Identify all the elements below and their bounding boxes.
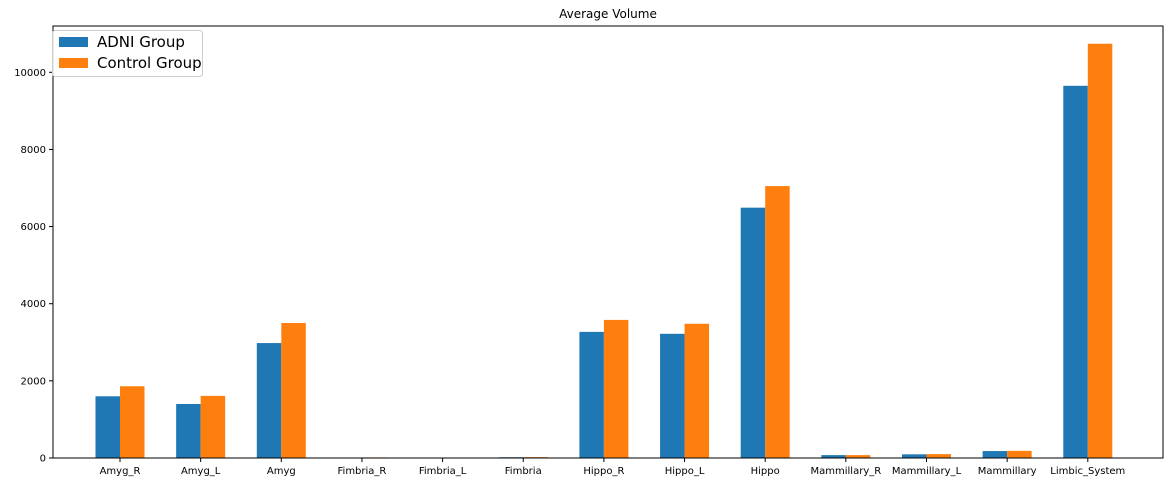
legend: ADNI Group Control Group <box>52 30 203 77</box>
x-tick-label: Mammillary <box>978 466 1037 477</box>
bar-adni-hippo-r <box>579 331 604 458</box>
bar-control-limbic-system <box>1087 43 1113 459</box>
y-tick-label: 0 <box>40 454 46 465</box>
bar-adni-amyg-l <box>176 404 201 458</box>
bar-adni-hippo <box>740 207 766 458</box>
bar-control-hippo <box>765 186 790 458</box>
legend-label-control: Control Group <box>97 54 202 72</box>
legend-swatch-adni <box>59 37 88 47</box>
x-tick-label: Fimbria_L <box>419 466 467 477</box>
bar-adni-mammillary <box>982 451 1008 458</box>
x-tick-label: Mammillary_R <box>811 466 882 477</box>
bar-adni-hippo-l <box>660 333 685 458</box>
bars-layer <box>95 43 1113 459</box>
chart-title: Average Volume <box>559 7 657 21</box>
bar-control-amyg-r <box>120 386 145 458</box>
legend-box <box>52 30 203 77</box>
bar-control-amyg <box>281 323 306 458</box>
y-tick-label: 8000 <box>21 145 46 156</box>
plot-frame <box>52 25 1164 459</box>
bar-adni-mammillary-l <box>902 454 927 458</box>
bar-control-mammillary <box>1007 450 1032 458</box>
x-tick-label: Hippo <box>751 466 780 477</box>
y-tick-label: 6000 <box>21 222 46 233</box>
bar-control-mammillary-l <box>926 454 951 458</box>
y-tick-label: 4000 <box>21 299 46 310</box>
x-tick-label: Fimbria <box>505 466 542 477</box>
bar-control-amyg-l <box>200 395 226 458</box>
bar-control-mammillary-r <box>845 455 871 458</box>
legend-swatch-control <box>59 58 88 68</box>
axes-layer: 0 2000 4000 6000 8000 10000 Amyg_R Amyg_L Amyg Fi… <box>14 25 1164 477</box>
x-tick-label: Hippo_R <box>583 466 624 477</box>
bar-adni-amyg-r <box>95 396 120 458</box>
x-tick-label: Hippo_L <box>665 466 705 477</box>
x-tick-label: Amyg <box>267 466 296 477</box>
x-tick-label: Amyg_R <box>100 466 141 477</box>
bar-adni-mammillary-r <box>821 455 846 458</box>
x-tick-label: Amyg_L <box>181 466 221 477</box>
x-tick-label: Fimbria_R <box>338 466 387 477</box>
y-tick-label: 10000 <box>14 68 46 79</box>
legend-label-adni: ADNI Group <box>97 33 185 51</box>
x-tick-label: Limbic_System <box>1050 466 1125 477</box>
bar-adni-limbic-system <box>1063 85 1088 458</box>
bar-adni-amyg <box>256 343 282 458</box>
y-tick-label: 2000 <box>21 376 46 387</box>
bar-control-hippo-l <box>684 323 710 458</box>
bar-control-hippo-r <box>603 319 629 458</box>
x-tick-label: Mammillary_L <box>892 466 962 477</box>
